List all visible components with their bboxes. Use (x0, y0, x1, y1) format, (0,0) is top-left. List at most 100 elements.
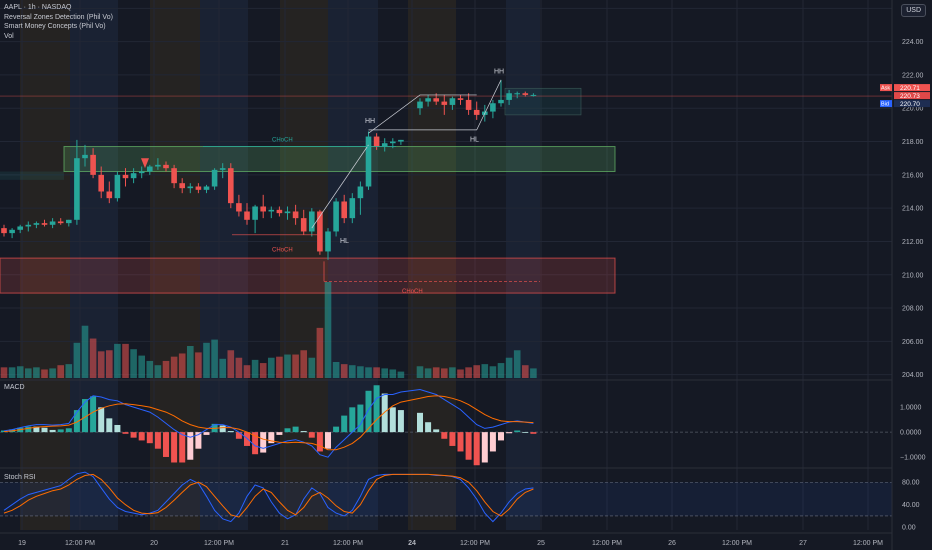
volume-bar (332, 362, 340, 378)
macd-histogram-bar (284, 428, 291, 433)
volume-bar (513, 350, 521, 378)
candle-body (195, 186, 202, 190)
session-band (408, 0, 456, 530)
session-band (200, 0, 248, 530)
candle-body (252, 206, 258, 220)
macd-histogram-bar (473, 432, 480, 466)
price-tick-label: 220.00 (902, 106, 924, 113)
indicator-smart-money[interactable]: Smart Money Concepts (Phil Vo) (4, 23, 106, 30)
session-band (70, 0, 118, 530)
macd-histogram-bar (522, 432, 529, 433)
volume-bar (292, 354, 299, 378)
triangle-marker (141, 158, 149, 169)
time-tick-label: 26 (668, 540, 676, 547)
candle-body (219, 168, 226, 170)
candle-body (390, 141, 396, 144)
candle-body (203, 186, 210, 190)
candle-body (325, 231, 331, 252)
candle-body (341, 201, 347, 219)
projection-box (504, 87, 582, 116)
volume-bar (424, 368, 432, 378)
volume-bar (530, 368, 537, 378)
macd-histogram-bar (417, 412, 423, 433)
ask-tag-bg (880, 84, 892, 92)
symbol-title[interactable]: AAPL · 1h · NASDAQ (4, 4, 72, 11)
candle-body (276, 209, 283, 214)
price-tick-label: 224.00 (902, 39, 924, 46)
volume-bar (389, 369, 397, 378)
time-tick-label: 12:00 PM (65, 540, 95, 547)
price-tick-label: 216.00 (902, 172, 924, 179)
ask-label: Ask (881, 86, 890, 92)
volume-bar (65, 364, 73, 378)
macd-histogram-bar (163, 432, 169, 457)
candle-body (66, 219, 72, 224)
candle-body (147, 166, 153, 172)
macd-histogram-bar (98, 407, 105, 433)
macd-histogram-bar (308, 432, 315, 438)
volume-bar (97, 351, 105, 378)
candle-body (74, 158, 80, 220)
mid-price-bg (894, 92, 930, 100)
macd-histogram-bar (441, 432, 448, 439)
macd-histogram-bar (146, 432, 153, 444)
stoch-pane-title[interactable]: Stoch RSI (4, 474, 36, 481)
macd-line (3, 388, 534, 458)
candle-body (155, 164, 161, 167)
mid-price: 220.73 (900, 93, 920, 100)
macd-histogram-bar (389, 407, 396, 433)
candle-body (365, 136, 372, 187)
price-tick-label: 212.00 (902, 239, 924, 246)
macd-histogram-bar (73, 410, 80, 433)
macd-histogram-bar (449, 432, 456, 446)
macd-pane-title[interactable]: MACD (4, 384, 25, 391)
volume-bar (170, 356, 178, 378)
candle-body (90, 154, 96, 175)
macd-histogram-bar (33, 426, 40, 433)
candle-body (228, 168, 234, 204)
volume-bar (162, 360, 170, 378)
volume-bar (138, 355, 145, 378)
candle-body (41, 223, 48, 225)
candle-body (33, 223, 40, 225)
volume-bar (0, 367, 8, 378)
volume-bar (106, 350, 113, 378)
bid-tag-bg (880, 100, 892, 108)
price-tick-label: 208.00 (902, 306, 924, 313)
macd-histogram-bar (227, 431, 234, 433)
indicator-volume[interactable]: Vol (4, 32, 14, 40)
candle-body (82, 154, 88, 159)
volume-bar (489, 366, 497, 378)
macd-histogram-bar (292, 426, 299, 433)
indicator-reversal-zones[interactable]: Reversal Zones Detection (Phil Vo) (4, 13, 113, 21)
candle-body (498, 99, 504, 104)
volume-bar (243, 365, 251, 378)
macd-histogram-bar (425, 422, 432, 433)
macd-histogram-bar (325, 432, 331, 449)
candle-body (17, 226, 23, 230)
volume-bar (441, 368, 448, 378)
macd-histogram-bar (373, 385, 380, 433)
candle-body (449, 98, 456, 105)
macd-histogram-bar (457, 432, 464, 452)
volume-bar (81, 325, 89, 378)
volume-bar (187, 346, 194, 378)
macd-histogram-bar (260, 432, 267, 453)
time-tick-label: 25 (537, 540, 545, 547)
volume-bar (73, 342, 81, 378)
macd-histogram-bar (122, 432, 129, 434)
volume-bar (25, 368, 32, 378)
volume-bar (397, 371, 405, 378)
volume-bar (57, 365, 64, 378)
candle-body (417, 101, 423, 109)
price-tick-label: 204.00 (902, 372, 924, 379)
stoch-tick-label: 0.00 (902, 525, 916, 532)
label-choch: CHoCH (272, 138, 293, 144)
currency-button[interactable]: USD (901, 4, 926, 17)
prior-zone (0, 171, 64, 180)
price-axis[interactable] (892, 0, 932, 550)
label-hh: HH (494, 68, 504, 75)
stoch-tick-label: 80.00 (902, 480, 920, 487)
candle-body (268, 209, 275, 212)
